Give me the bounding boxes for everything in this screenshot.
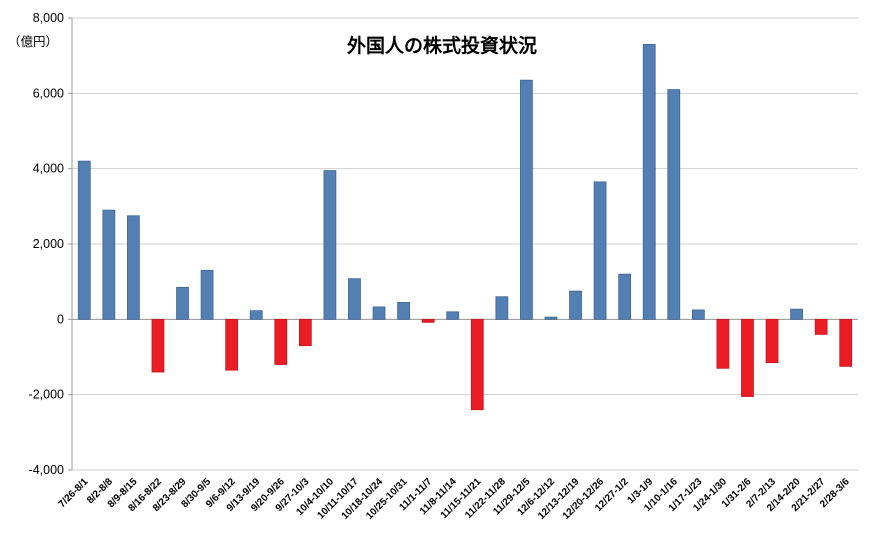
bar (274, 318, 288, 365)
bar (470, 318, 484, 411)
y-tick-label: 4,000 (33, 162, 64, 176)
bar (790, 308, 803, 320)
bar (397, 302, 410, 320)
bar (102, 209, 116, 320)
bar (691, 309, 705, 320)
bar (151, 318, 165, 373)
bar (667, 89, 681, 320)
y-axis-labels: -4,000 -2,000 0 2,000 4,000 6,000 8,000 (29, 11, 65, 477)
bar (298, 318, 312, 347)
y-tick-label: 0 (57, 312, 64, 326)
y-tick-label: 2,000 (33, 237, 64, 251)
bar (348, 278, 361, 320)
bar (618, 273, 632, 320)
x-tick-label: 7/26-8/1 (57, 476, 91, 510)
gridlines (68, 17, 858, 471)
bar (765, 318, 779, 364)
y-tick-label: -4,000 (29, 463, 64, 477)
bar (323, 170, 337, 320)
bar (421, 318, 435, 323)
bars (77, 43, 853, 411)
y-tick-label: -2,000 (29, 388, 64, 402)
bar (200, 269, 214, 320)
bar (839, 318, 853, 367)
y-tick-label: 8,000 (33, 11, 64, 25)
bar (249, 310, 263, 320)
bar (642, 43, 656, 320)
bar (716, 318, 730, 369)
x-axis-labels: 7/26-8/18/2-8/88/9-8/158/16-8/228/23-8/2… (57, 476, 852, 522)
y-tick-label: 6,000 (33, 86, 64, 100)
bar (495, 296, 509, 320)
bar (372, 306, 386, 320)
bar (446, 311, 460, 320)
bar (127, 215, 140, 320)
bar (520, 79, 533, 320)
bar (176, 286, 189, 320)
bar (544, 316, 558, 320)
bar (814, 318, 828, 335)
chart-title: 外国人の株式投資状況 (347, 34, 537, 57)
y-axis-unit-label: （億円） (8, 35, 58, 49)
bar (569, 290, 582, 320)
bar (593, 181, 607, 320)
bar (741, 318, 754, 397)
bar (77, 160, 91, 320)
bar (225, 318, 239, 371)
